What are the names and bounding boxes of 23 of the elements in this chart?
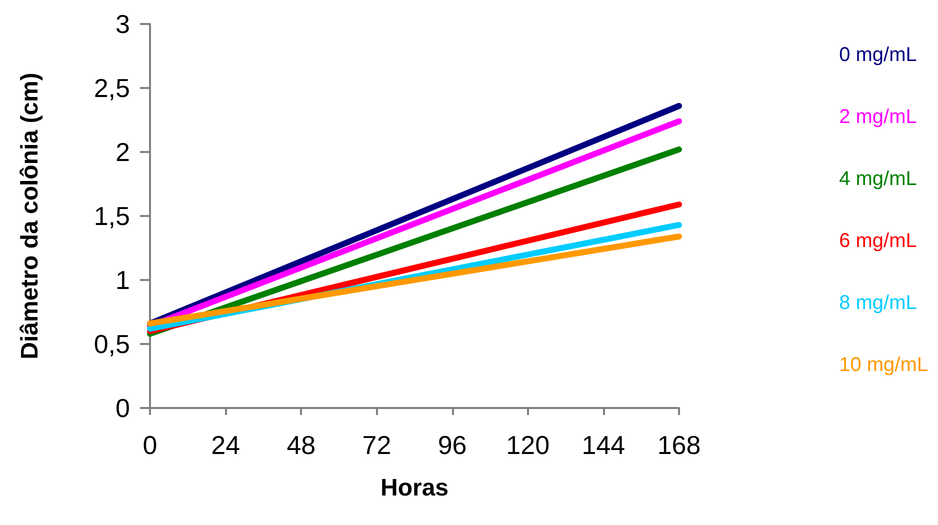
y-tick-label: 1,5 xyxy=(94,201,130,231)
x-axis-title: Horas xyxy=(380,474,449,502)
text: 6 mg/mL xyxy=(839,230,917,252)
y-tick-label: 2,5 xyxy=(94,73,130,103)
x-tick-label: 144 xyxy=(582,430,626,460)
y-tick-label: 3 xyxy=(116,9,130,39)
y-axis-title: Diâmetro da colônia (cm) xyxy=(16,72,44,360)
y-tick-label: 2 xyxy=(116,137,130,167)
y-tick-label: 0 xyxy=(116,393,130,423)
x-tick-label: 24 xyxy=(211,430,240,460)
text: 8 mg/mL xyxy=(839,292,917,314)
x-tick-label: 96 xyxy=(438,430,467,460)
y-tick-label: 1 xyxy=(116,265,130,295)
text: 0 mg/mL xyxy=(839,44,917,66)
x-tick-label: 48 xyxy=(286,430,316,460)
text: 10 mg/mL xyxy=(839,354,928,376)
x-tick-label: 72 xyxy=(362,430,392,460)
text: 2 mg/mL xyxy=(839,106,917,128)
text: 4 mg/mL xyxy=(839,168,917,190)
x-tick-label: 168 xyxy=(657,430,701,460)
x-tick-label: 120 xyxy=(506,430,550,460)
y-tick-label: 0,5 xyxy=(94,329,130,359)
x-tick-label: 0 xyxy=(142,430,158,460)
